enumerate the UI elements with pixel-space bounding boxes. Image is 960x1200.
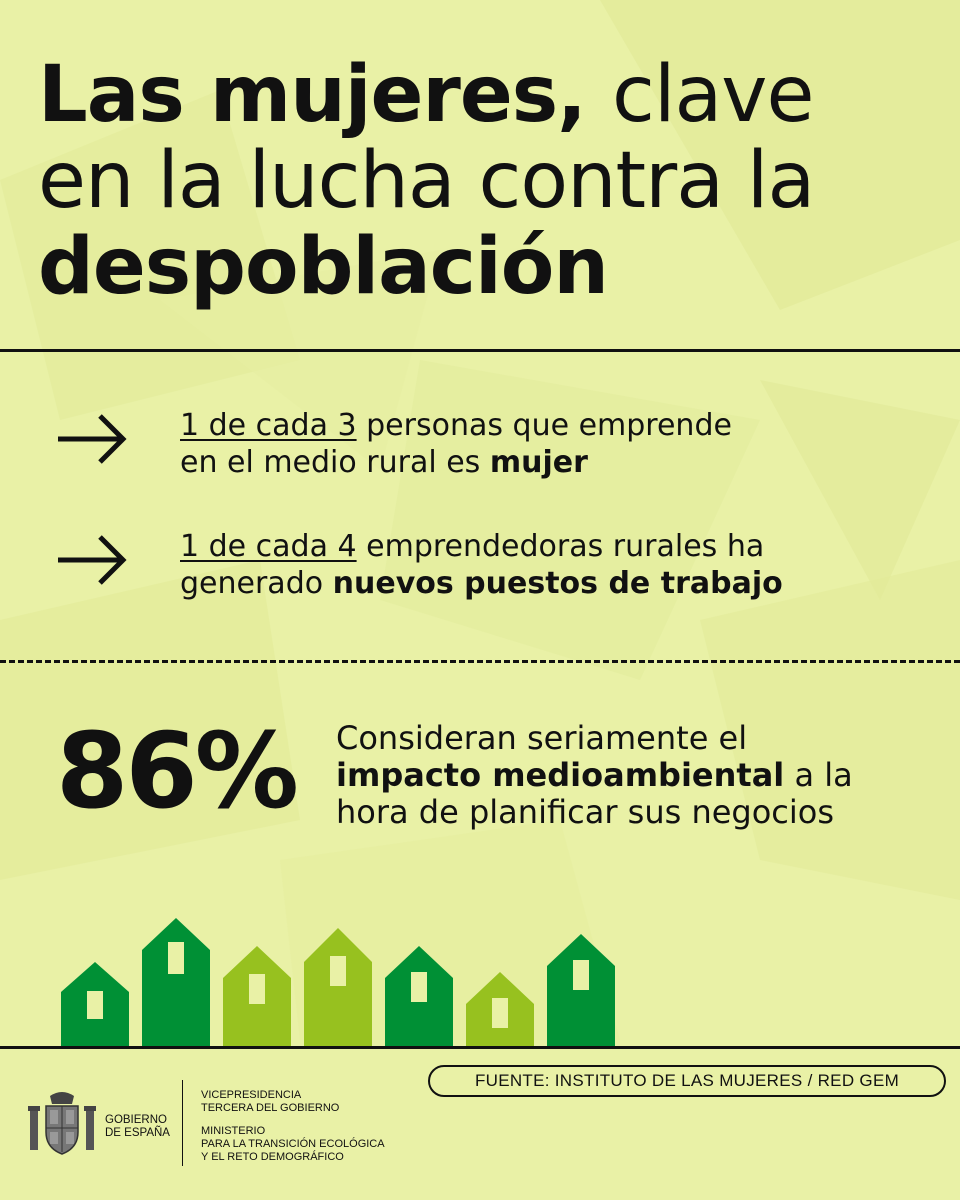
arrow-right-icon [58,535,127,585]
stat-item: 1 de cada 3 personas que emprende en el … [56,407,936,481]
houses-illustration [61,918,615,1048]
stat-text-a: emprendedoras rurales ha [366,529,765,564]
percent-value: 86% [56,710,299,832]
house-icon [61,962,129,1048]
divider-solid [0,349,960,352]
percent-line-3: hora de planificar sus negocios [336,793,835,831]
divider-bottom [0,1046,960,1049]
ministry-name: VICEPRESIDENCIA TERCERA DEL GOBIERNO MIN… [201,1089,461,1164]
percent-after-bold: a la [794,756,853,794]
divider-dashed [0,660,960,663]
coat-of-arms-icon [28,1092,96,1155]
title-bold-part: Las mujeres, [38,50,587,140]
stat-text: 1 de cada 3 personas que emprende en el … [180,407,732,481]
stat-text-b: generado [180,566,324,601]
house-icon [142,918,210,1048]
stat-highlight: 1 de cada 3 [180,408,357,443]
arrow-right-icon [58,414,127,464]
source-badge: FUENTE: INSTITUTO DE LAS MUJERES / RED G… [428,1065,946,1097]
house-icon [223,946,291,1048]
house-icon [547,934,615,1048]
percent-description: Consideran seriamente el impacto medioam… [336,720,936,831]
title-line-2: en la lucha contra la [38,136,815,226]
ministry-line-3: Y EL RETO DEMOGRÁFICO [201,1151,344,1163]
title-line-3: despoblación [38,222,609,312]
percent-line-1: Consideran seriamente el [336,719,748,757]
stat-text-a: personas que emprende [366,408,732,443]
stat-text-b: en el medio rural es [180,445,481,480]
gov-line-2: DE ESPAÑA [105,1127,170,1139]
gov-name: GOBIERNO DE ESPAÑA [105,1114,185,1140]
page-title: Las mujeres, clave en la lucha contra la… [38,52,918,310]
house-icon [385,946,453,1048]
title-light-part: clave [611,50,815,140]
footer-separator [182,1080,183,1166]
stat-highlight: 1 de cada 4 [180,529,357,564]
house-icon [466,972,534,1048]
ministry-line-1: MINISTERIO [201,1125,266,1137]
house-icon [304,928,372,1048]
stat-bold: nuevos puestos de trabajo [332,566,783,601]
vp-line-1: VICEPRESIDENCIA [201,1089,302,1101]
gov-line-1: GOBIERNO [105,1114,167,1126]
stat-item: 1 de cada 4 emprendedoras rurales ha gen… [56,528,936,602]
percent-bold: impacto medioambiental [336,756,785,794]
stat-bold: mujer [489,445,588,480]
vp-line-2: TERCERA DEL GOBIERNO [201,1102,340,1114]
stat-text: 1 de cada 4 emprendedoras rurales ha gen… [180,528,783,602]
ministry-line-2: PARA LA TRANSICIÓN ECOLÓGICA [201,1138,385,1150]
